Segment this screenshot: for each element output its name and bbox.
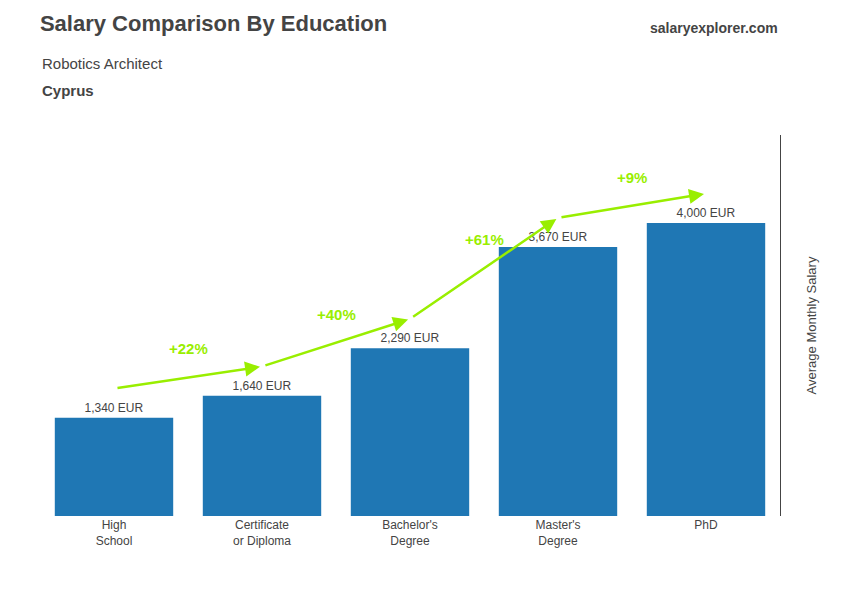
svg-text:Average Monthly Salary: Average Monthly Salary [804, 256, 819, 394]
svg-text:1,640 EUR: 1,640 EUR [232, 379, 291, 393]
svg-text:Master'sDegree: Master'sDegree [536, 518, 581, 548]
svg-text:4,000 EUR: 4,000 EUR [676, 206, 735, 220]
svg-text:Certificateor Diploma: Certificateor Diploma [233, 518, 291, 548]
svg-text:+61%: +61% [465, 231, 504, 248]
svg-text:1,340 EUR: 1,340 EUR [84, 401, 143, 415]
svg-text:+40%: +40% [317, 306, 356, 323]
svg-text:3,670 EUR: 3,670 EUR [528, 230, 587, 244]
svg-text:Bachelor'sDegree: Bachelor'sDegree [382, 518, 438, 548]
svg-text:+22%: +22% [169, 340, 208, 357]
svg-text:Robotics Architect: Robotics Architect [42, 55, 163, 72]
svg-text:Salary Comparison By Education: Salary Comparison By Education [40, 11, 387, 36]
svg-text:+9%: +9% [617, 169, 647, 186]
svg-text:2,290 EUR: 2,290 EUR [380, 331, 439, 345]
svg-text:HighSchool: HighSchool [96, 518, 133, 548]
svg-text:PhD: PhD [694, 518, 718, 532]
svg-text:salaryexplorer.com: salaryexplorer.com [650, 20, 778, 36]
svg-text:Cyprus: Cyprus [42, 82, 94, 99]
